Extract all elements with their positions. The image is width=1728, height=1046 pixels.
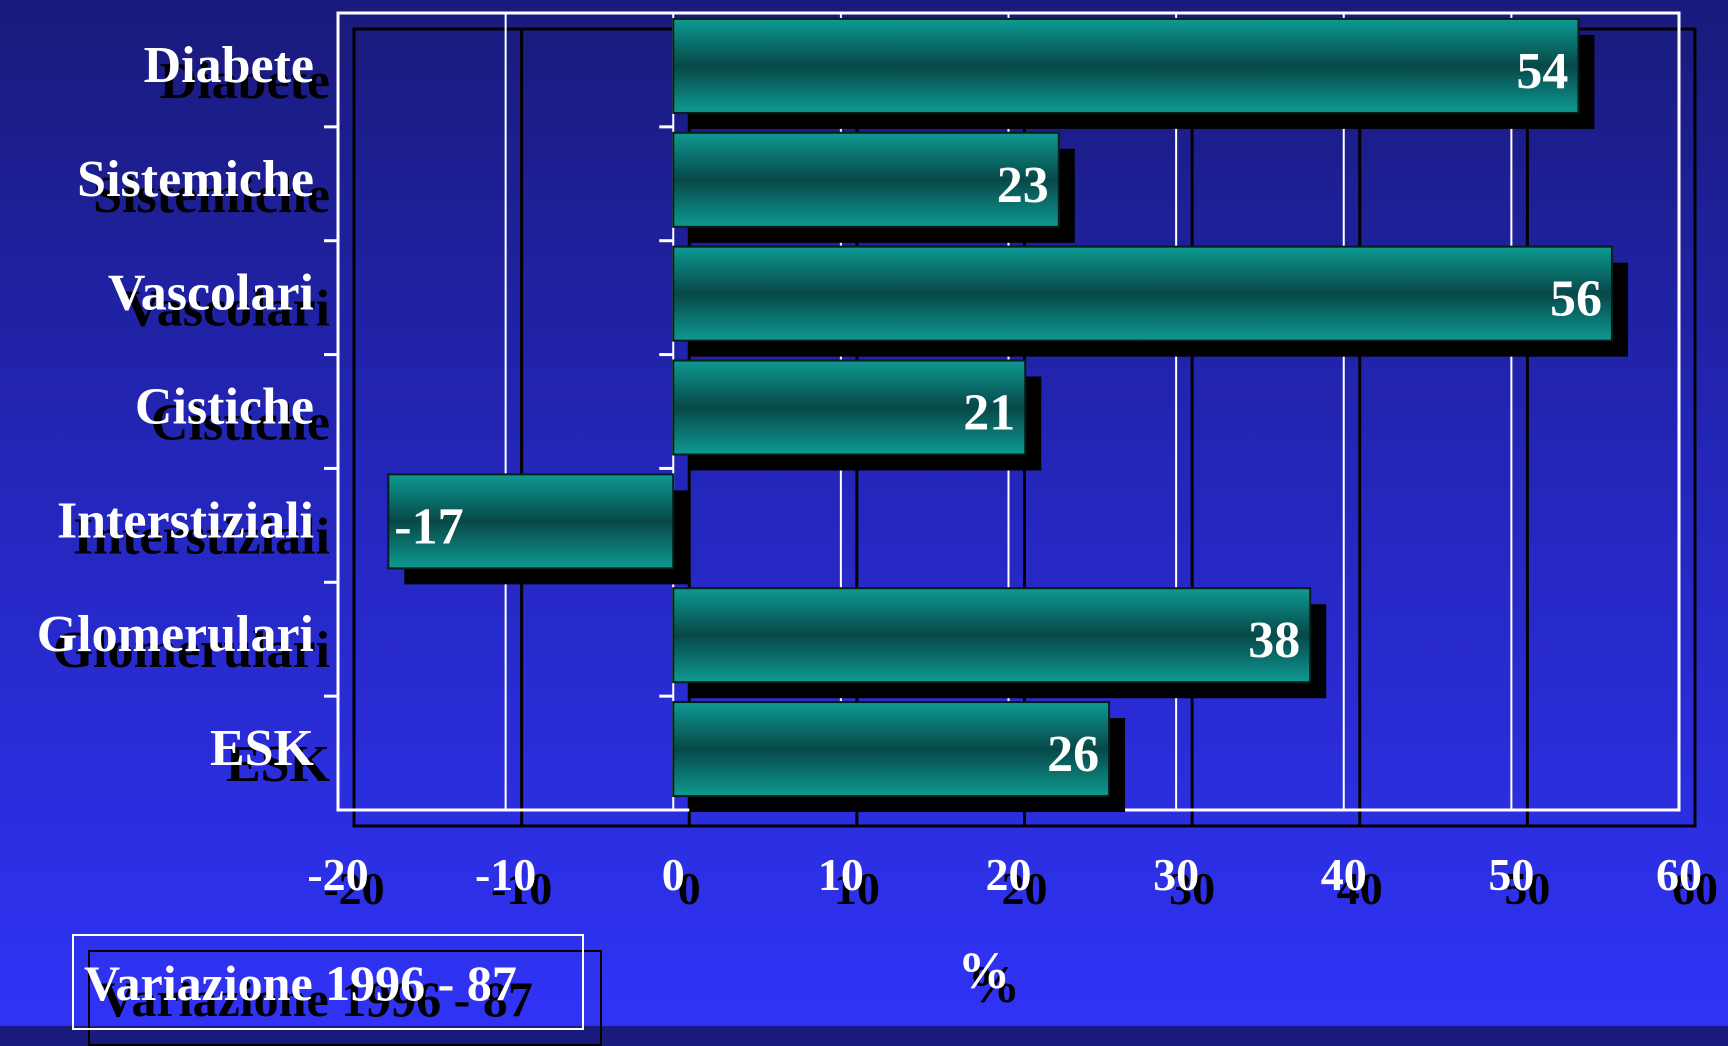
x-tick-label-shadow: 30 [1169,863,1215,914]
data-label-glomerulari: 38 [1248,612,1300,669]
data-label-sistemiche: 23 [997,157,1049,214]
x-axis-label: % [958,943,1010,1000]
category-label-shadow: Vascolari [124,281,330,338]
category-label-interstiziali: Interstiziali [57,492,314,549]
bar-esk [672,701,1111,798]
x-tick-label-shadow: 20 [1002,863,1048,914]
data-label-cistiche: 21 [963,385,1015,442]
x-tick-label: -20 [307,849,368,900]
x-tick-label: -10 [475,849,536,900]
x-tick-label-shadow: 0 [678,863,701,914]
x-tick-label-shadow: -10 [491,863,552,914]
category-label-shadow: Interstiziali [73,508,330,565]
x-tick-label: 40 [1321,849,1367,900]
x-tick-label-shadow: 50 [1504,863,1550,914]
bar-sistemiche [672,131,1060,228]
x-tick-label: 60 [1656,849,1702,900]
x-tick-label-shadow: 10 [834,863,880,914]
bar-interstiziali [387,473,675,570]
data-label-esk: 26 [1047,726,1099,783]
bars: 54 23 56 21 -17 38 26 [387,17,1628,813]
x-tick-label-shadow: 40 [1337,863,1383,914]
bar-cistiche [672,359,1027,456]
category-label-sistemiche: Sistemiche [77,151,314,208]
bar-vascolari [672,245,1613,342]
bar-glomerulari [672,587,1312,684]
category-label-esk: ESK [210,720,315,777]
bar-diabete [672,17,1580,114]
x-tick-label: 30 [1153,849,1199,900]
category-label-cistiche: Cistiche [135,379,314,436]
category-label-vascolari: Vascolari [108,265,314,322]
x-tick-label: 10 [818,849,864,900]
category-label-shadow: Diabete [160,53,330,110]
x-tick-label-shadow: 60 [1672,863,1718,914]
category-label-glomerulari: Glomerulari [37,606,314,663]
x-tick-label-shadow: -20 [323,863,384,914]
category-label-shadow: Cistiche [151,395,330,452]
category-label-diabete: Diabete [144,37,314,94]
x-tick-label: 20 [986,849,1032,900]
data-label-vascolari: 56 [1550,271,1602,328]
x-tick-label: 0 [662,849,685,900]
category-label-shadow: Sistemiche [93,167,330,224]
x-tick-label: 50 [1488,849,1534,900]
category-label-shadow: Glomerulari [53,622,330,679]
data-label-interstiziali: -17 [394,498,463,555]
category-label-shadow: ESK [226,736,331,793]
data-label-diabete: 54 [1516,43,1568,100]
legend-text: Variazione 1996 - 87 [84,955,517,1011]
